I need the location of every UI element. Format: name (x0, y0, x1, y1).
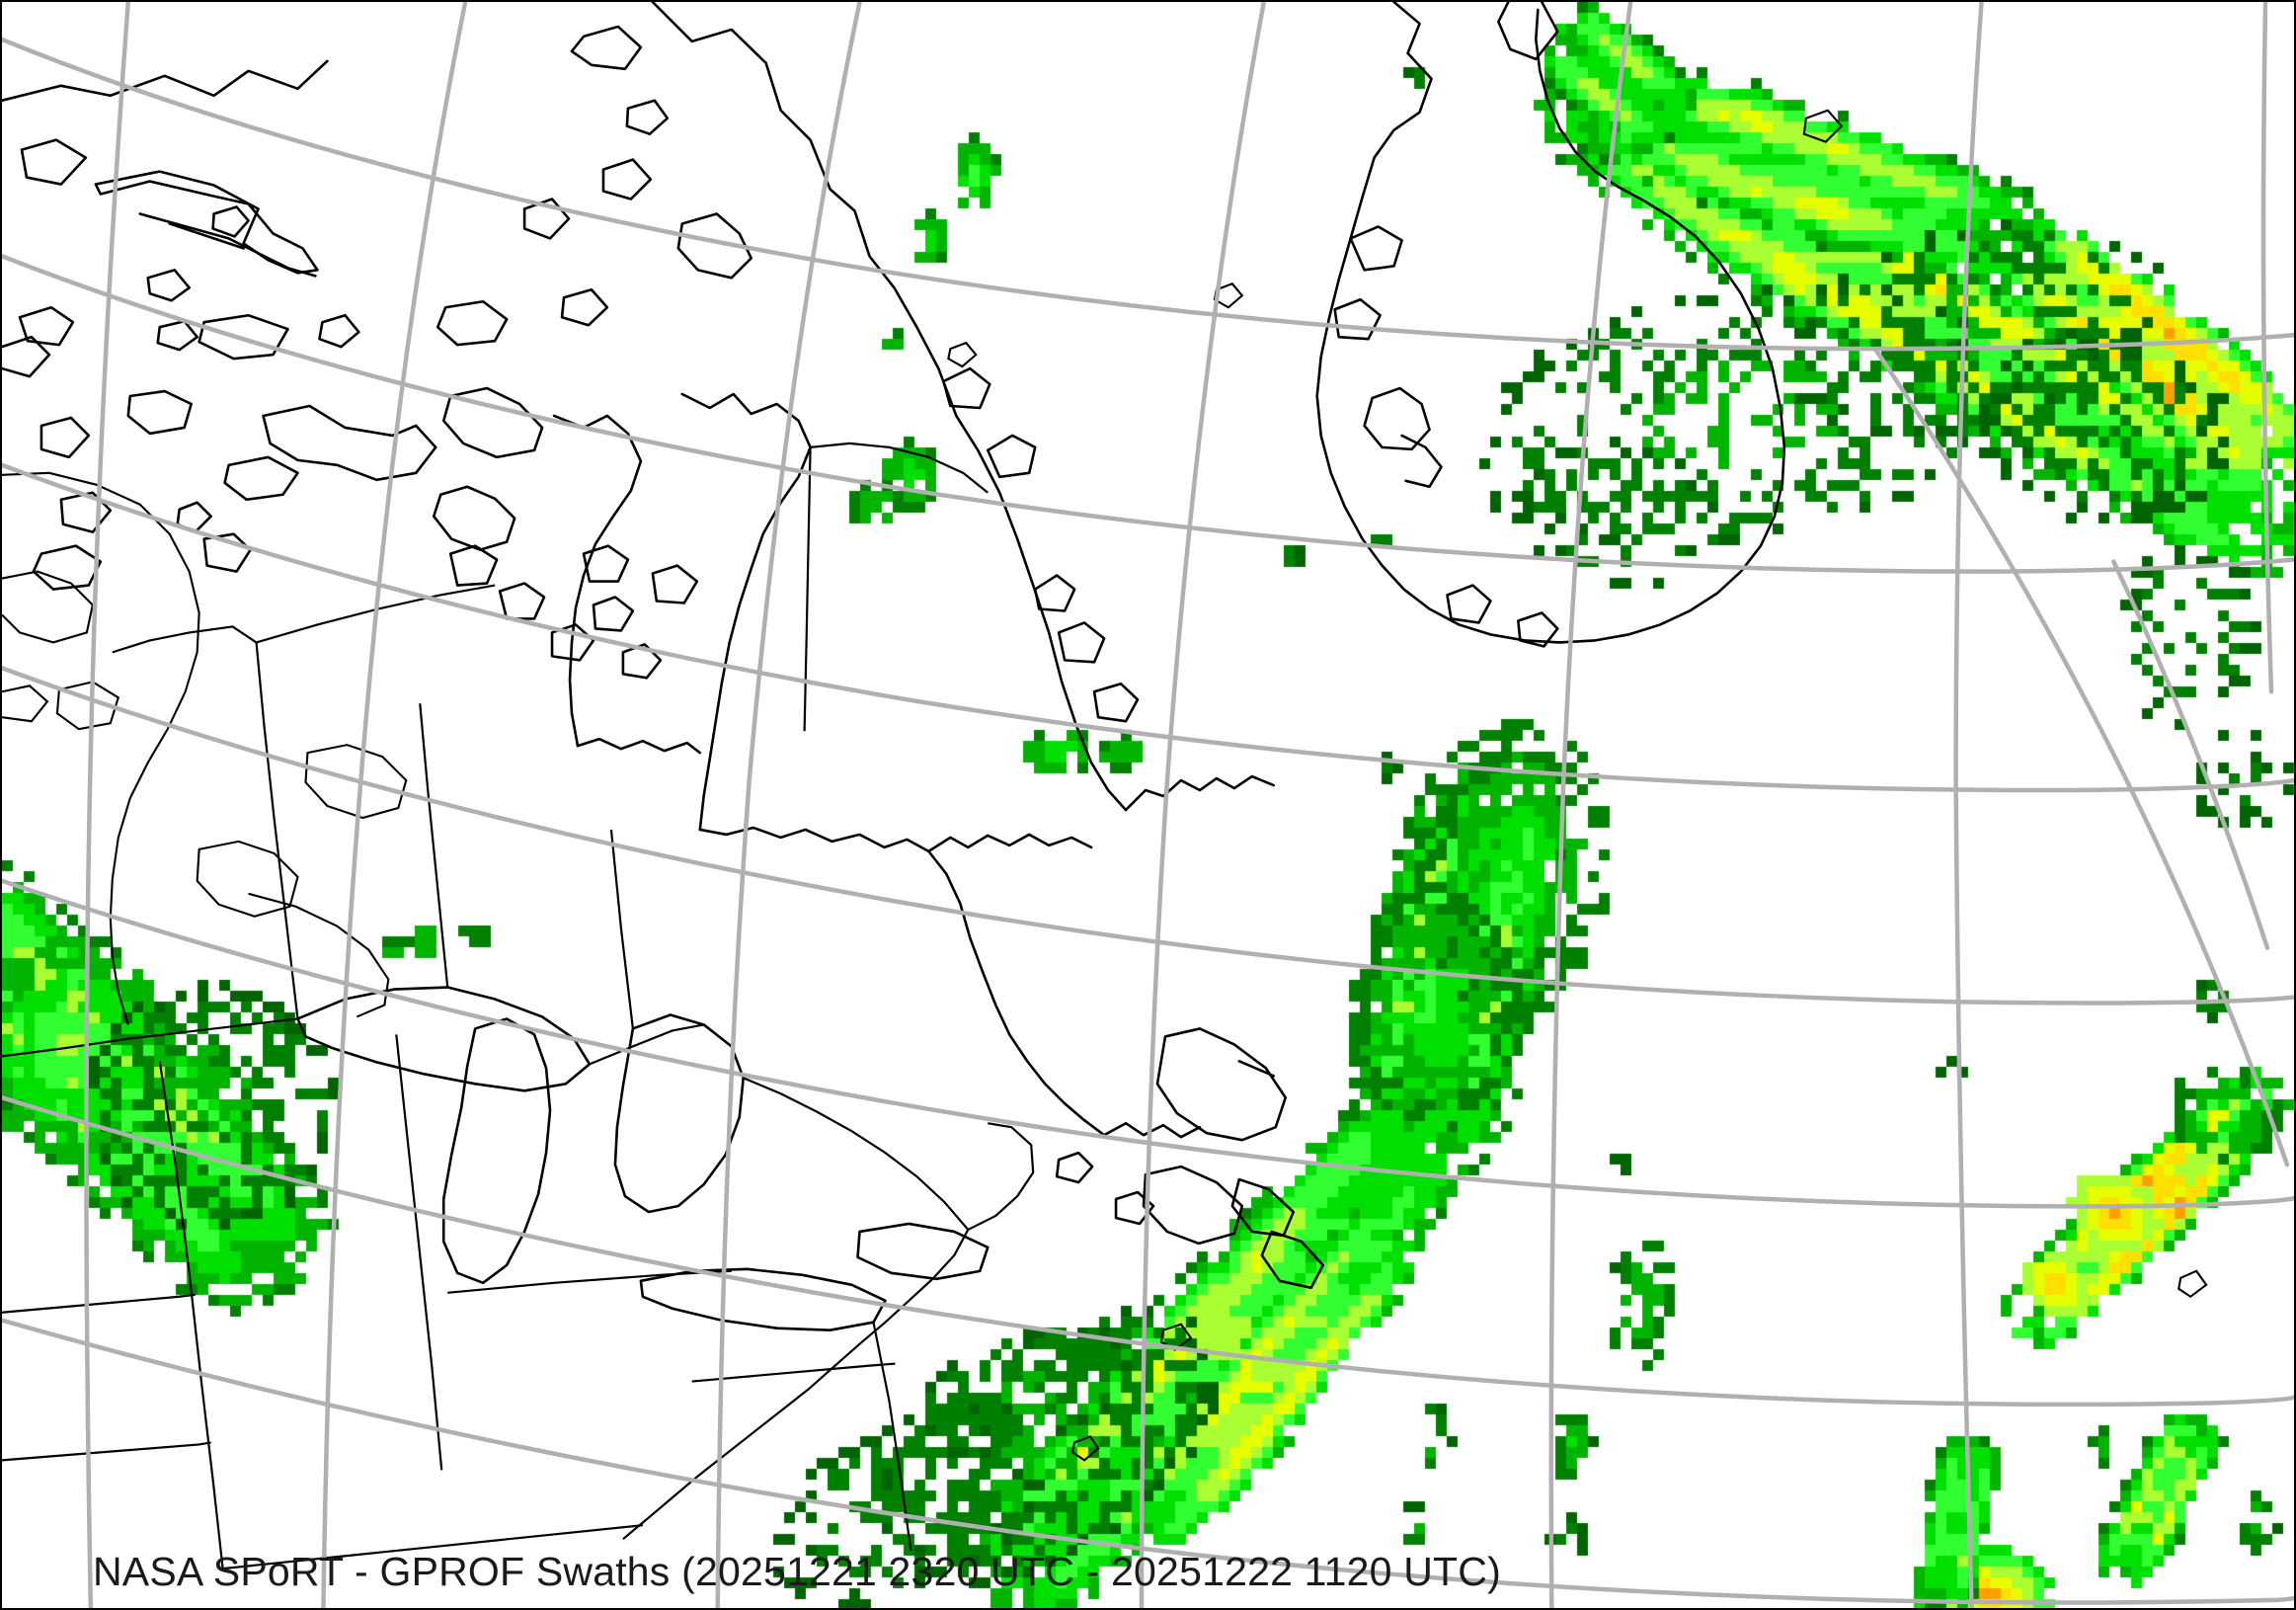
great-lakes (296, 986, 990, 1331)
western-canada-coast (2, 471, 408, 1025)
latitude-lines (2, 37, 2294, 1605)
hudson-bay-quebec-coast (432, 392, 1093, 853)
misc-islands (947, 109, 2208, 1462)
labrador-newfoundland-coast (927, 849, 1324, 1290)
longitude-lines (84, 2, 2290, 1608)
baffin-ungava-coast (651, 2, 1276, 812)
arctic-archipelago (2, 25, 752, 591)
